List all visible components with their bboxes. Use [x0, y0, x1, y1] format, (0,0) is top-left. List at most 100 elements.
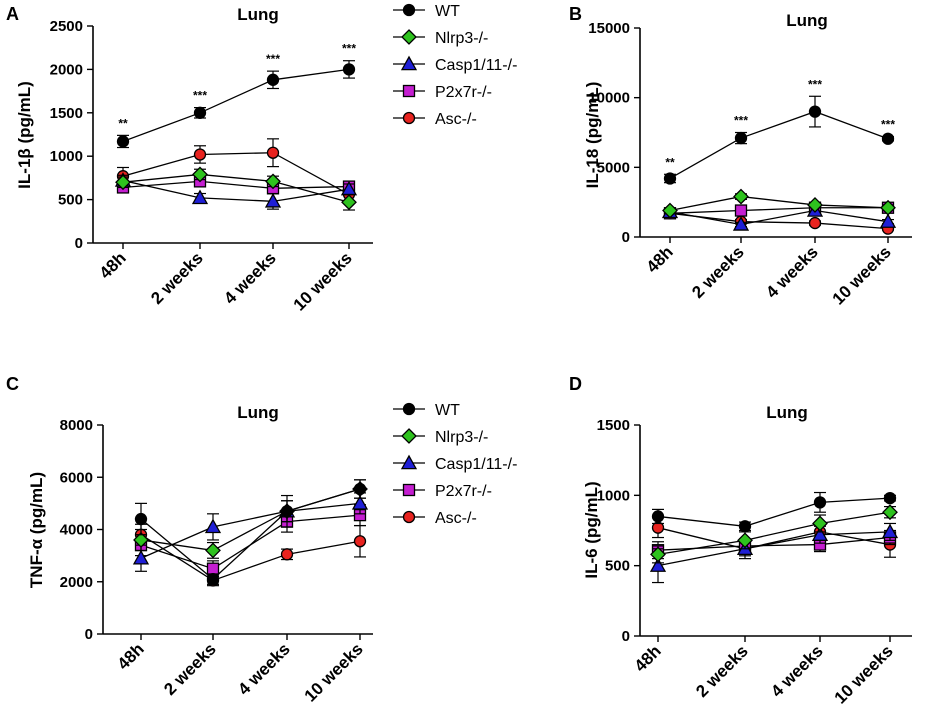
data-point: [193, 148, 207, 161]
panel-d: D Lung 0 500 1000 1500 48h 2 weeks 4 weeks 10 wee…: [569, 374, 912, 708]
x-tick-label: 48h: [114, 639, 148, 673]
legend-marker: [400, 454, 418, 470]
legend-label: P2x7r-/-: [435, 84, 492, 101]
legend-marker: [402, 3, 416, 17]
series-line: [122, 180, 350, 189]
y-tick-label: 15000: [588, 20, 630, 37]
data-point: [812, 515, 828, 532]
significance-marker: ***: [808, 77, 822, 91]
data-point: [353, 482, 367, 496]
y-tick-label: 1500: [50, 105, 83, 122]
x-tick-label: 4 weeks: [220, 248, 280, 308]
data-point: [813, 496, 827, 509]
y-tick-label: 0: [85, 626, 93, 643]
data-point: [341, 194, 357, 211]
y-tick-label: 10000: [588, 90, 630, 107]
legend-label: Nlrp3-/-: [435, 30, 488, 47]
series-nlrp3-: [650, 504, 898, 564]
data-point: [649, 557, 667, 572]
series-line: [122, 173, 350, 203]
series-asc-: [116, 138, 356, 203]
data-point: [353, 535, 367, 548]
legend-label: Asc-/-: [435, 111, 477, 128]
legend-entry: P2x7r-/-: [393, 84, 492, 101]
legend-label: Nlrp3-/-: [435, 429, 488, 446]
data-point: [811, 526, 829, 541]
x-tick-label: 10 weeks: [831, 641, 897, 707]
legend-entry: Asc-/-: [393, 510, 477, 527]
legend-marker: [401, 428, 417, 444]
significance-marker: **: [665, 155, 675, 169]
legend-marker: [402, 483, 416, 497]
legend-label: WT: [435, 3, 460, 20]
data-point: [280, 548, 294, 561]
y-axis-label: IL-6 (pg/mL): [582, 481, 601, 578]
chart-title: Lung: [237, 5, 279, 24]
data-point: [882, 504, 898, 521]
series-wt: [663, 95, 895, 185]
series-line: [669, 207, 888, 214]
series-wt: [134, 479, 367, 586]
series-casp1-11-: [649, 522, 899, 584]
y-tick-label: 2000: [50, 61, 83, 78]
x-tick-label: 4 weeks: [767, 641, 827, 701]
significance-marker: ***: [342, 42, 356, 56]
x-tick-label: 48h: [643, 242, 677, 276]
data-point: [192, 166, 208, 183]
y-tick-label: 1000: [597, 487, 630, 504]
legend-label: Asc-/-: [435, 510, 477, 527]
data-point: [264, 192, 282, 208]
x-tick-label: 10 weeks: [829, 242, 895, 308]
y-tick-label: 0: [75, 235, 83, 252]
data-point: [204, 518, 222, 534]
series-line: [140, 488, 361, 581]
series-line: [657, 511, 891, 556]
series-line: [669, 110, 889, 180]
x-tick-label: 2 weeks: [692, 641, 752, 701]
data-point: [134, 512, 148, 526]
series-line: [140, 514, 361, 570]
y-tick-label: 0: [622, 229, 630, 246]
data-point: [881, 523, 899, 539]
legend-2: WT Nlrp3-/- Casp1/11-/- P2x7r-/- Asc-/-: [393, 402, 517, 527]
data-point: [191, 189, 209, 205]
data-point: [650, 546, 666, 563]
y-tick-label: 6000: [60, 469, 93, 486]
legend-marker: [400, 55, 418, 71]
significance-marker: **: [118, 116, 128, 130]
legend-1: WT Nlrp3-/- Casp1/11-/- P2x7r-/- Asc-/-: [393, 3, 517, 128]
significance-marker: ***: [734, 114, 748, 128]
chart-title: Lung: [766, 403, 808, 422]
data-point: [807, 197, 823, 213]
x-tick-label: 2 weeks: [688, 242, 748, 302]
legend-label: Casp1/11-/-: [435, 456, 517, 473]
legend-label: WT: [435, 402, 460, 419]
x-tick-label: 48h: [631, 641, 665, 675]
data-point: [662, 202, 678, 219]
series-wt: [651, 491, 897, 533]
series-line: [122, 68, 350, 143]
legend-entry: P2x7r-/-: [393, 483, 492, 500]
data-point: [808, 216, 822, 230]
y-tick-label: 2000: [60, 574, 93, 591]
legend-entry: Nlrp3-/-: [393, 428, 488, 446]
data-point: [880, 199, 896, 216]
legend-label: Casp1/11-/-: [435, 57, 517, 74]
data-point: [808, 105, 822, 118]
legend-marker: [402, 111, 416, 125]
panel-b: B Lung 0 5000 10000 15000 48h 2 weeks 4 weeks 10 …: [569, 4, 912, 309]
series-line: [122, 152, 350, 195]
series-line: [140, 534, 361, 582]
series-line: [669, 195, 889, 212]
legend-label: P2x7r-/-: [435, 483, 492, 500]
series-nlrp3-: [662, 188, 896, 219]
panel-letter: A: [6, 4, 19, 24]
y-tick-label: 1000: [50, 148, 83, 165]
data-point: [738, 520, 752, 533]
panel-letter: C: [6, 374, 19, 394]
panel-letter: D: [569, 374, 582, 394]
y-tick-label: 5000: [597, 159, 630, 176]
significance-marker: ***: [881, 118, 895, 132]
y-tick-label: 500: [58, 192, 83, 209]
